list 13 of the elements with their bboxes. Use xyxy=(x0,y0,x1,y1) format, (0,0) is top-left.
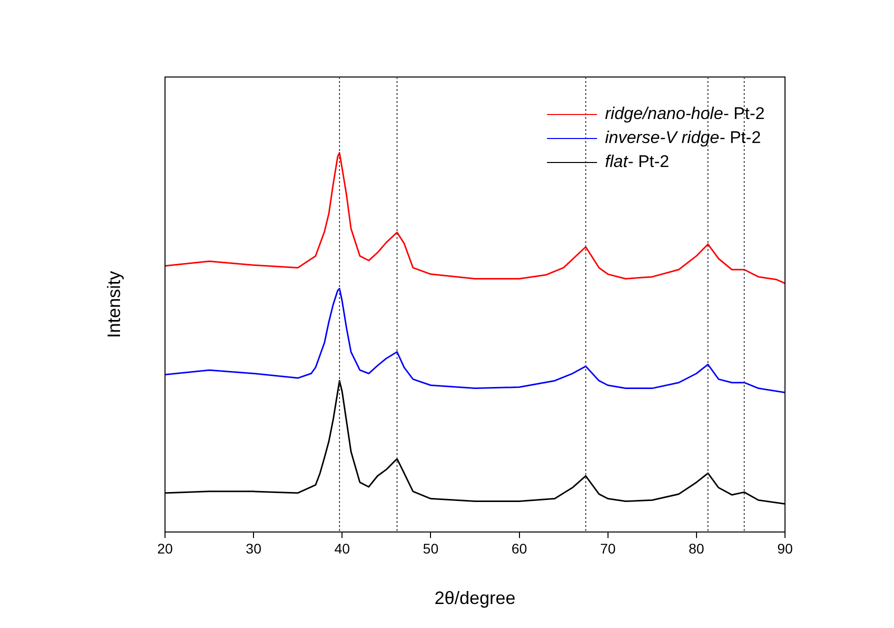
x-tick-label: 70 xyxy=(600,540,616,556)
y-axis-title: Intensity xyxy=(104,270,124,338)
x-tick-label: 80 xyxy=(688,540,704,556)
x-tick-label: 60 xyxy=(511,540,528,556)
x-tick-label: 30 xyxy=(246,540,262,556)
legend-label: flat- Pt-2 xyxy=(605,151,670,173)
x-axis-title: 2θ/degree xyxy=(434,588,516,608)
x-tick-label: 50 xyxy=(422,540,439,556)
x-tick-label: 90 xyxy=(777,540,793,556)
legend-label: ridge/nano-hole- Pt-2 xyxy=(605,103,765,125)
x-tick-label: 20 xyxy=(157,540,173,556)
legend-label: inverse-V ridge- Pt-2 xyxy=(605,127,761,149)
x-tick-label: 40 xyxy=(334,540,350,556)
